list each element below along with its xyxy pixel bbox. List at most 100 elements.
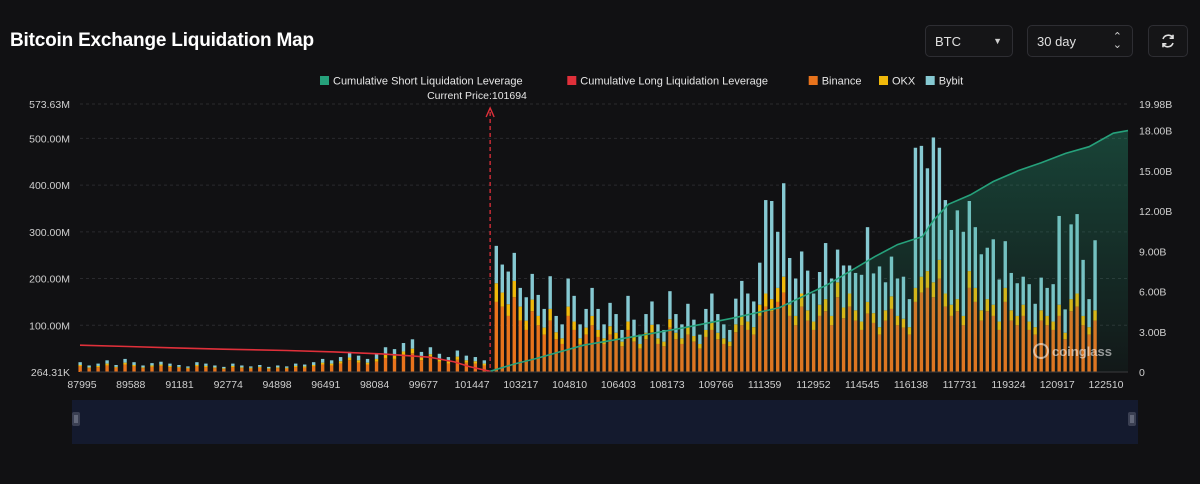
- bar-bybit: [168, 363, 172, 366]
- y-right-tick-label: 15.00B: [1139, 166, 1172, 178]
- bar-bybit: [602, 324, 606, 339]
- bar-bybit: [919, 145, 924, 277]
- bar-bybit: [823, 243, 828, 300]
- bar-okx: [365, 362, 370, 365]
- bar-bybit: [123, 358, 127, 363]
- bar-binance: [222, 369, 226, 372]
- bar-bybit: [285, 366, 289, 368]
- coinglass-logo-icon: [1033, 343, 1049, 359]
- bar-okx: [177, 366, 181, 368]
- navigator-handle-left: [72, 412, 80, 426]
- bar-bybit: [132, 362, 136, 365]
- bar-binance: [500, 306, 504, 372]
- x-tick-label: 96491: [311, 379, 340, 391]
- bar-okx: [590, 315, 594, 326]
- bar-okx: [285, 367, 289, 369]
- bar-binance: [566, 315, 570, 372]
- bar-binance: [302, 367, 307, 372]
- bar-bybit: [644, 314, 648, 333]
- bar-okx: [159, 364, 163, 366]
- x-tick-label: 116138: [894, 379, 928, 391]
- bar-bybit: [276, 365, 280, 368]
- bar-okx: [240, 367, 244, 369]
- bar-bybit: [746, 293, 750, 322]
- bar-bybit: [87, 365, 91, 368]
- bar-okx: [428, 354, 433, 358]
- legend-swatch: [567, 76, 577, 85]
- bar-binance: [294, 367, 298, 372]
- bar-okx: [204, 365, 208, 368]
- bar-bybit: [686, 303, 690, 328]
- bar-okx: [356, 360, 361, 363]
- bar-bybit: [776, 231, 780, 288]
- bar-bybit: [913, 147, 918, 288]
- bar-bybit: [267, 366, 271, 369]
- bar-bybit: [401, 343, 406, 352]
- bar-binance: [213, 368, 217, 372]
- x-tick-label: 122510: [1088, 379, 1123, 391]
- bar-binance: [548, 320, 552, 372]
- bar-bybit: [608, 302, 612, 327]
- watermark-text: coinglass: [1052, 344, 1112, 359]
- bar-bybit: [494, 245, 498, 284]
- bar-bybit: [536, 294, 540, 316]
- bar-okx: [548, 308, 552, 321]
- bar-bybit: [590, 287, 594, 316]
- navigator-window: [72, 400, 1138, 444]
- bar-okx: [195, 364, 199, 367]
- bar-okx: [347, 357, 352, 361]
- y-axis-left: 264.31K 100.00M 200.00M 300.00M 400.00M 500.0…: [29, 99, 70, 379]
- legend-swatch: [320, 76, 329, 85]
- bar-okx: [758, 304, 762, 316]
- range-navigator[interactable]: [72, 400, 1138, 444]
- bar-okx: [374, 358, 379, 362]
- bar-binance: [231, 367, 235, 372]
- x-tick-label: 108173: [650, 379, 685, 391]
- y-right-tick-label: 9.00B: [1139, 246, 1166, 258]
- bar-okx: [231, 365, 235, 368]
- bar-binance: [494, 301, 498, 372]
- bar-bybit: [249, 366, 253, 368]
- bar-binance: [177, 367, 181, 372]
- bar-bybit: [560, 324, 564, 339]
- bar-bybit: [455, 350, 460, 357]
- bar-binance: [419, 360, 424, 372]
- updown-chevron-icon: ⌃ ⌄: [1112, 31, 1122, 51]
- bar-bybit: [632, 319, 636, 337]
- bar-bybit: [150, 363, 154, 366]
- bar-okx: [554, 332, 558, 340]
- bar-okx: [596, 329, 600, 337]
- bar-bybit: [650, 301, 654, 325]
- chart-legend: Cumulative Short Liquidation Leverage Cum…: [320, 76, 963, 88]
- coin-select[interactable]: BTC ▼: [925, 25, 1013, 57]
- bar-okx: [764, 293, 768, 307]
- bar-binance: [87, 368, 91, 372]
- bar-bybit: [195, 362, 199, 365]
- bar-bybit: [740, 280, 744, 316]
- current-price-marker: [485, 106, 495, 372]
- bar-bybit: [338, 357, 343, 362]
- y-left-tick-label: 573.63M: [29, 99, 70, 111]
- bar-binance: [114, 367, 118, 372]
- bar-bybit: [782, 183, 786, 277]
- bar-binance: [524, 329, 528, 372]
- page-title: Bitcoin Exchange Liquidation Map: [10, 30, 314, 51]
- bar-binance: [392, 358, 397, 372]
- bar-okx: [123, 362, 127, 365]
- bar-bybit: [114, 364, 118, 367]
- y-right-tick-label: 12.00B: [1139, 206, 1172, 218]
- bar-bybit: [356, 355, 361, 361]
- bar-bybit: [482, 360, 487, 364]
- range-select[interactable]: 30 day ⌃ ⌄: [1027, 25, 1133, 57]
- bar-okx: [524, 320, 528, 330]
- refresh-icon: [1162, 34, 1174, 48]
- x-tick-label: 117731: [943, 379, 977, 391]
- bar-binance: [78, 366, 82, 372]
- bar-bybit: [177, 364, 181, 367]
- bar-okx: [132, 364, 136, 367]
- refresh-button[interactable]: [1148, 25, 1188, 57]
- bar-bybit: [614, 314, 618, 333]
- bar-binance: [105, 365, 109, 372]
- bar-bybit: [764, 200, 768, 294]
- bar-bybit: [320, 358, 325, 363]
